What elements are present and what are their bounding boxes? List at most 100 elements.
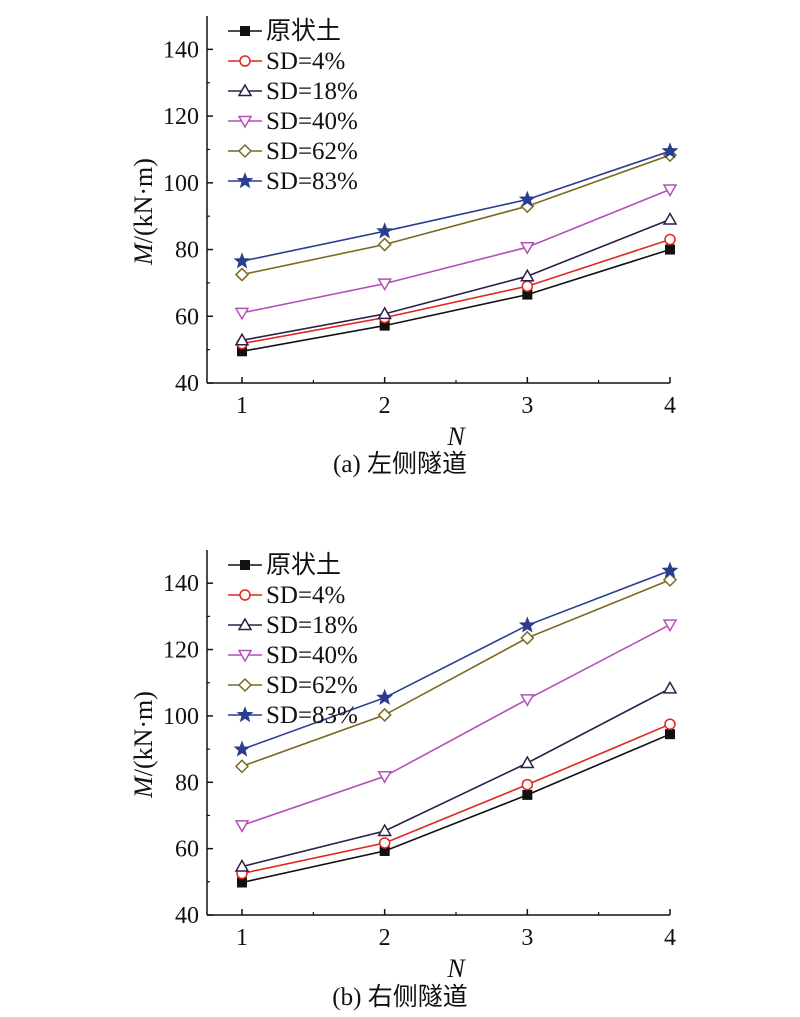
series-line-1	[241, 723, 671, 875]
legend-marker	[237, 115, 253, 129]
legend-label: SD=18%	[266, 612, 358, 639]
data-point	[377, 707, 392, 722]
y-tick-label: 80	[175, 238, 199, 264]
data-point	[234, 267, 250, 282]
legend-label: SD=40%	[266, 642, 358, 669]
x-tick-label: 1	[236, 925, 248, 951]
x-tick-label: 2	[379, 925, 391, 951]
series-line-4	[241, 154, 671, 276]
legend-marker	[237, 649, 253, 663]
data-point	[234, 820, 250, 833]
legend-label: SD=62%	[266, 672, 358, 699]
y-tick-label: 80	[175, 770, 199, 796]
data-point	[665, 244, 675, 255]
y-tick-label: 40	[175, 371, 199, 397]
x-tick-label: 4	[664, 925, 676, 951]
y-tick-label: 100	[163, 171, 199, 197]
data-point	[377, 237, 392, 252]
x-tick-label: 3	[521, 925, 533, 951]
legend-marker	[240, 26, 250, 36]
y-axis-label: M/(kN·m)	[129, 691, 158, 799]
legend-label: SD=62%	[266, 138, 358, 165]
data-point	[521, 778, 534, 791]
legend-label: SD=83%	[266, 702, 358, 729]
data-point	[662, 184, 678, 198]
legend-marker	[237, 143, 253, 159]
data-point	[662, 619, 678, 633]
data-point	[376, 222, 394, 239]
legend-marker	[239, 55, 251, 67]
data-point	[234, 759, 250, 774]
legend-marker	[236, 706, 254, 723]
y-axis-label-unit: /(kN·m)	[129, 158, 158, 243]
data-point	[520, 241, 535, 255]
y-tick-label: 140	[163, 37, 199, 63]
y-axis-label-symbol: M	[129, 775, 158, 799]
data-point	[661, 142, 679, 159]
series-line-5	[241, 569, 671, 751]
x-tick-label: 1	[236, 393, 248, 419]
y-tick-label: 40	[175, 903, 199, 929]
chart-panel-b: 40 60 80 100 120 140 1 2 3 4 N M/(kN·m) 原状土 SD=4% SD=1…	[129, 550, 679, 1011]
legend-label: 原状土	[266, 17, 341, 45]
series-line-3	[241, 188, 671, 314]
data-point	[518, 616, 536, 633]
data-point	[518, 190, 536, 207]
legend-marker	[240, 560, 250, 570]
y-axis-label: M/(kN·m)	[129, 158, 158, 266]
x-axis-label: N	[446, 422, 466, 451]
series-line-5	[241, 150, 671, 262]
y-tick-label: 120	[163, 104, 199, 130]
data-point	[376, 688, 394, 705]
data-point	[234, 307, 250, 321]
data-point	[377, 823, 392, 837]
data-point	[233, 740, 251, 757]
legend-marker	[237, 677, 253, 693]
series-line-0	[241, 248, 671, 353]
data-point	[520, 755, 535, 769]
legend-marker	[239, 589, 251, 601]
series-line-2	[241, 687, 671, 868]
legend-label: SD=4%	[266, 48, 345, 75]
series-line-2	[241, 218, 671, 342]
series-line-1	[241, 238, 671, 345]
y-tick-label: 60	[175, 304, 199, 330]
y-axis-label-symbol: M	[129, 242, 158, 266]
data-point	[662, 212, 678, 225]
legend-marker	[236, 172, 254, 189]
data-point	[662, 680, 678, 694]
data-point	[661, 561, 679, 578]
data-point	[377, 771, 392, 784]
legend-label: SD=18%	[266, 78, 358, 105]
y-tick-label: 120	[163, 638, 199, 664]
series-line-4	[241, 579, 671, 768]
figure-caption: (a) 左侧隧道	[333, 450, 467, 478]
data-point	[521, 280, 534, 292]
legend-marker	[237, 83, 253, 97]
series-line-3	[241, 623, 671, 827]
chart-panel-a: 40 60 80 100 120 140 1 2 3 4 N M/(kN·m) 原状土 SD=4% SD=1…	[129, 16, 679, 478]
data-point	[664, 718, 676, 730]
data-point	[378, 837, 391, 849]
legend-label: 原状土	[266, 551, 341, 579]
data-point	[664, 233, 676, 246]
data-point	[234, 332, 250, 346]
data-point	[662, 572, 678, 587]
legend-label: SD=83%	[266, 168, 358, 195]
data-point	[234, 859, 250, 872]
data-point	[237, 877, 247, 888]
legend-label: SD=4%	[266, 582, 345, 609]
x-axis-label: N	[446, 954, 466, 983]
figure-caption: (b) 右侧隧道	[332, 983, 467, 1011]
data-point	[522, 789, 533, 800]
y-tick-label: 140	[163, 571, 199, 597]
x-tick-label: 2	[379, 393, 391, 419]
x-tick-label: 3	[521, 393, 533, 419]
data-point	[520, 630, 535, 645]
y-tick-label: 60	[175, 837, 199, 863]
data-point	[520, 268, 535, 282]
y-tick-label: 100	[163, 704, 199, 730]
data-point	[665, 729, 675, 740]
legend-label: SD=40%	[266, 108, 358, 135]
